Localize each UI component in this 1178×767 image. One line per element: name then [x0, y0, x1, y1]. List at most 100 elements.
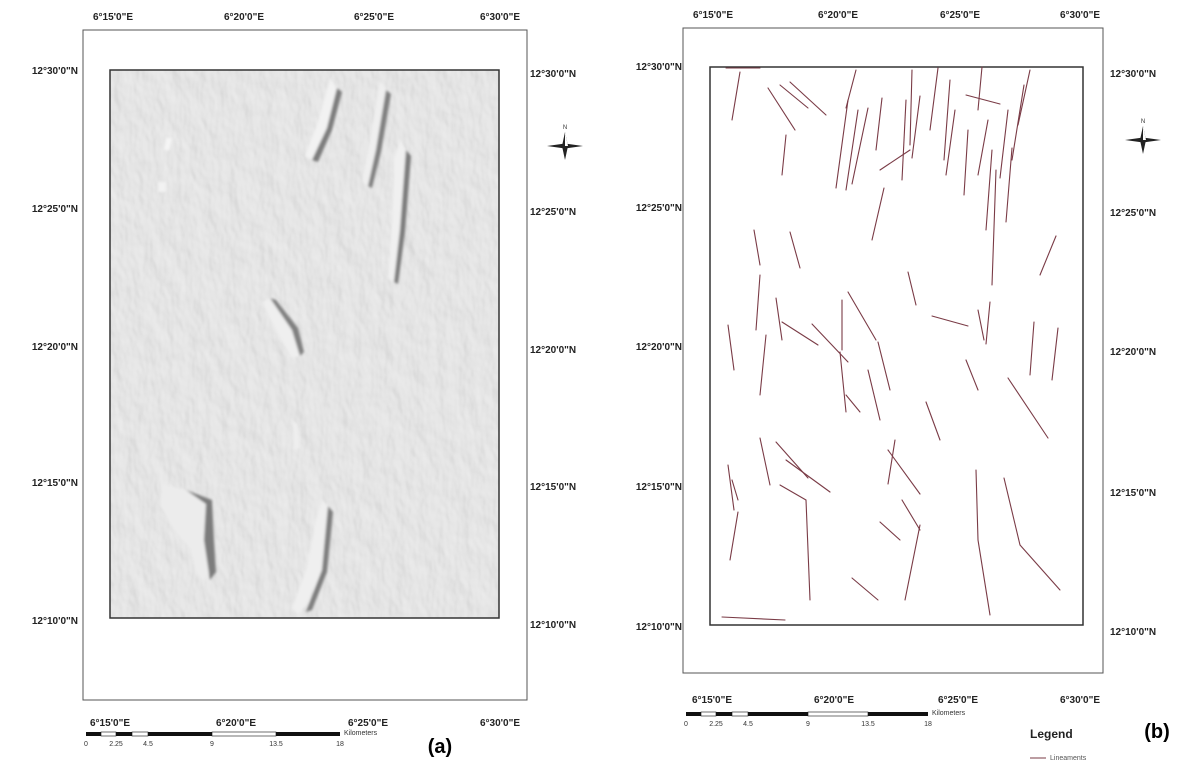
- panel-b-tag: (b): [1144, 721, 1170, 743]
- top-tick-label: 6°25'0"E: [940, 10, 980, 21]
- north-arrow-icon: N: [1125, 119, 1161, 154]
- right-tick-label: 12°15'0"N: [530, 482, 576, 493]
- legend: Legend Lineaments: [1030, 727, 1087, 762]
- lineament: [835, 99, 849, 189]
- lineament: [779, 484, 807, 501]
- lineament-layer: [721, 66, 1061, 621]
- lineament: [847, 291, 877, 341]
- lineament: [781, 321, 819, 346]
- bottom-tick-label: 6°25'0"E: [938, 695, 978, 706]
- lineament: [727, 324, 735, 371]
- scale-unit: Kilometers: [344, 730, 378, 737]
- panel-a-right-ticks: 12°30'0"N 12°25'0"N 12°20'0"N 12°15'0"N …: [530, 69, 576, 631]
- scale-label: 2.25: [109, 741, 123, 748]
- lineament: [925, 401, 941, 441]
- scale-label: 9: [210, 741, 214, 748]
- lineament: [907, 271, 917, 306]
- right-tick-label: 12°30'0"N: [1110, 69, 1156, 80]
- bottom-tick-label: 6°30'0"E: [1060, 695, 1100, 706]
- lineament: [877, 341, 891, 391]
- panel-b-scale-bar: 0 2.25 4.5 9 13.5 18 Kilometers: [684, 710, 966, 728]
- lineament: [945, 109, 956, 176]
- lineament: [871, 187, 885, 241]
- lineament: [731, 71, 741, 121]
- lineament: [767, 87, 796, 131]
- lineament: [977, 309, 985, 341]
- top-tick-label: 6°30'0"E: [480, 12, 520, 23]
- right-tick-label: 12°25'0"N: [530, 207, 576, 218]
- lineament: [775, 297, 783, 341]
- bottom-tick-label: 6°20'0"E: [814, 695, 854, 706]
- scale-label: 9: [806, 721, 810, 728]
- lineament: [1017, 69, 1031, 126]
- scale-label: 18: [924, 721, 932, 728]
- lineament: [963, 129, 969, 196]
- left-tick-label: 12°15'0"N: [636, 482, 682, 493]
- left-tick-label: 12°20'0"N: [636, 342, 682, 353]
- bottom-tick-label: 6°30'0"E: [480, 718, 520, 729]
- left-tick-label: 12°30'0"N: [636, 62, 682, 73]
- lineament: [887, 439, 896, 485]
- ridge-highlights: [158, 78, 411, 614]
- lineament: [929, 67, 939, 131]
- panel-a-top-ticks: 6°15'0"E 6°20'0"E 6°25'0"E 6°30'0"E: [93, 12, 520, 23]
- lineament: [867, 369, 881, 421]
- lineament: [753, 229, 761, 266]
- left-tick-label: 12°30'0"N: [32, 66, 78, 77]
- lineament: [789, 231, 801, 269]
- top-tick-label: 6°15'0"E: [93, 12, 133, 23]
- right-tick-label: 12°10'0"N: [1110, 627, 1156, 638]
- lineament: [1039, 235, 1057, 276]
- lineament: [845, 394, 861, 413]
- north-arrow-icon: N: [547, 125, 583, 160]
- lineament: [851, 577, 879, 601]
- bottom-tick-label: 6°15'0"E: [692, 695, 732, 706]
- lineament: [879, 149, 911, 171]
- top-tick-label: 6°25'0"E: [354, 12, 394, 23]
- panel-a-map-frame: [109, 69, 500, 619]
- lineament: [991, 169, 997, 286]
- lineament: [839, 351, 847, 413]
- lineament: [811, 323, 849, 363]
- right-tick-label: 12°10'0"N: [530, 620, 576, 631]
- scale-label: 0: [684, 721, 688, 728]
- panel-b-right-ticks: 12°30'0"N 12°25'0"N 12°20'0"N 12°15'0"N …: [1110, 69, 1156, 638]
- lineament: [1051, 327, 1059, 381]
- lineament: [845, 109, 859, 191]
- lineament: [755, 274, 761, 331]
- panel-a-left-ticks: 12°30'0"N 12°25'0"N 12°20'0"N 12°15'0"N …: [32, 66, 78, 627]
- lineament: [731, 479, 739, 501]
- lineament: [779, 84, 809, 109]
- right-tick-label: 12°20'0"N: [1110, 347, 1156, 358]
- lineament: [1007, 377, 1049, 439]
- lineament: [727, 464, 735, 511]
- lineament: [759, 437, 771, 486]
- top-tick-label: 6°30'0"E: [1060, 10, 1100, 21]
- scale-label: 4.5: [743, 721, 753, 728]
- right-tick-label: 12°15'0"N: [1110, 488, 1156, 499]
- scale-label: 13.5: [269, 741, 283, 748]
- left-tick-label: 12°25'0"N: [636, 203, 682, 214]
- lineament: [805, 499, 811, 601]
- left-tick-label: 12°15'0"N: [32, 478, 78, 489]
- lineament: [975, 469, 979, 541]
- lineament: [931, 315, 969, 327]
- panel-b-left-ticks: 12°30'0"N 12°25'0"N 12°20'0"N 12°15'0"N …: [636, 62, 682, 633]
- panel-a-bottom-ticks: 6°15'0"E 6°20'0"E 6°25'0"E 6°30'0"E: [90, 718, 520, 729]
- lineament: [977, 66, 983, 111]
- scale-label: 13.5: [861, 721, 875, 728]
- lineament: [965, 94, 1001, 105]
- right-tick-label: 12°30'0"N: [530, 69, 576, 80]
- top-tick-label: 6°20'0"E: [818, 10, 858, 21]
- top-tick-label: 6°20'0"E: [224, 12, 264, 23]
- lineament: [1019, 544, 1061, 591]
- lineament: [977, 539, 991, 616]
- lineament: [901, 499, 921, 531]
- lineament: [879, 521, 901, 541]
- legend-title: Legend: [1030, 727, 1073, 741]
- lineament: [985, 301, 991, 345]
- lineament: [911, 95, 921, 159]
- lineament: [1029, 321, 1035, 376]
- right-tick-label: 12°20'0"N: [530, 345, 576, 356]
